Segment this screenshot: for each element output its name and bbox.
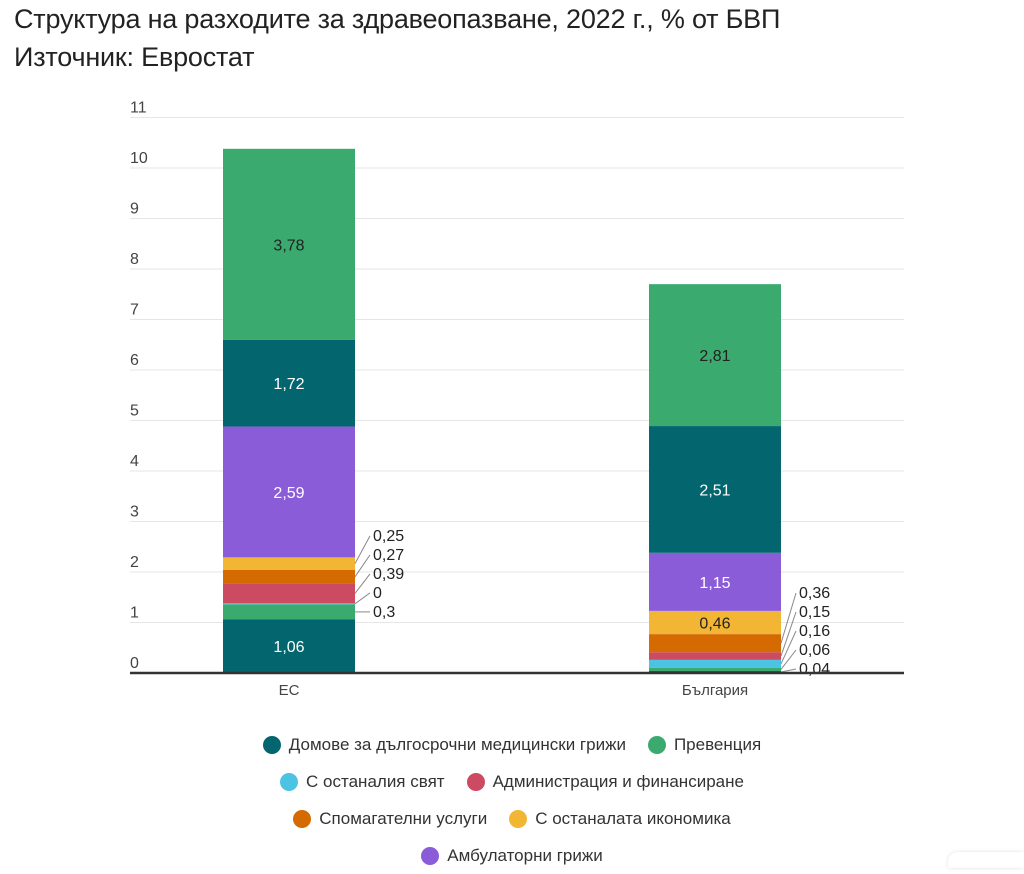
chart-title: Структура на разходите за здравеопазване… xyxy=(14,0,780,76)
legend-row: С останалия свят Администрация и финансир… xyxy=(0,763,1024,800)
data-label: 0,27 xyxy=(373,547,404,564)
stacked-bar-chart: 0 1 2 3 4 5 6 7 8 9 10 11 1,06 2,59 1,72 3,78 0,3 0 0,39 0,… xyxy=(130,100,904,699)
y-tick-label: 5 xyxy=(130,403,139,420)
bar-segment xyxy=(223,619,355,673)
y-tick-label: 11 xyxy=(130,100,147,117)
y-tick-label: 9 xyxy=(130,201,139,218)
legend-dot-icon xyxy=(509,809,528,828)
bar-segment xyxy=(223,583,355,604)
legend-dot-icon xyxy=(466,772,485,791)
y-tick-label: 8 xyxy=(130,251,139,268)
y-tick-label: 2 xyxy=(130,554,139,571)
data-label-leader xyxy=(354,535,371,564)
data-label: 0,15 xyxy=(799,604,830,621)
data-label-leader xyxy=(780,630,797,665)
chart-title-text: Структура на разходите за здравеопазване… xyxy=(14,4,781,34)
bar-segment xyxy=(223,339,355,427)
y-tick-label: 6 xyxy=(130,352,139,369)
bar-segment xyxy=(223,569,355,584)
y-tick-label: 1 xyxy=(130,605,139,622)
data-label-leader xyxy=(780,611,797,657)
chart-legend: Домове за дългосрочни медицински грижи Пр… xyxy=(0,726,1024,874)
legend-label: Администрация и финансиране xyxy=(492,771,744,791)
x-tick-label: България xyxy=(682,682,748,699)
bar-segment xyxy=(649,667,781,671)
legend-dot-icon xyxy=(421,846,440,865)
data-label-leader xyxy=(354,573,371,594)
legend-dot-icon xyxy=(647,735,666,754)
y-tick-label: 10 xyxy=(130,150,148,167)
legend-item[interactable]: С останалия свят xyxy=(280,772,445,792)
bar-segment xyxy=(223,557,355,570)
data-label: 2,51 xyxy=(699,482,730,499)
data-label: 1,72 xyxy=(273,376,304,393)
bar-segment xyxy=(223,148,355,340)
data-label-leader xyxy=(780,592,797,644)
x-tick-label: ЕС xyxy=(279,682,300,699)
data-label: 0,39 xyxy=(373,566,404,583)
bar-segment xyxy=(649,552,781,611)
legend-item[interactable]: Администрация и финансиране xyxy=(466,771,744,792)
data-label: 2,81 xyxy=(699,348,730,365)
chart-subtitle: Източник: Евростат xyxy=(14,42,255,72)
bar-segment xyxy=(223,604,355,620)
legend-label: Превенция xyxy=(673,734,762,754)
data-label: 2,59 xyxy=(273,485,304,502)
legend-item[interactable]: Амбулаторни грижи xyxy=(421,845,603,866)
legend-row: Амбулаторни грижи xyxy=(0,837,1024,874)
bar-segment xyxy=(649,659,781,668)
bar-segment xyxy=(649,284,781,427)
data-label: 1,15 xyxy=(699,575,730,592)
bar-segment xyxy=(649,426,781,553)
data-label-leader xyxy=(354,592,371,605)
data-label-leader xyxy=(354,554,371,578)
data-label: 0,06 xyxy=(799,642,830,659)
legend-row: Спомагателни услуги С останалата икономик… xyxy=(0,800,1024,837)
legend-label: Амбулаторни грижи xyxy=(447,845,603,865)
bar-segment xyxy=(649,652,781,660)
data-label: 3,78 xyxy=(273,237,304,254)
legend-item[interactable]: Домове за дългосрочни медицински грижи xyxy=(262,734,626,755)
legend-item[interactable]: Спомагателни услуги xyxy=(293,809,487,829)
y-tick-label: 7 xyxy=(130,302,139,319)
data-label: 0,3 xyxy=(373,604,395,621)
legend-label: С останалия свят xyxy=(306,771,445,791)
bar-segment xyxy=(223,603,355,605)
legend-label: Домове за дългосрочни медицински грижи xyxy=(288,734,626,754)
data-label: 0,16 xyxy=(799,623,830,640)
legend-dot-icon xyxy=(262,735,281,754)
legend-row: Домове за дългосрочни медицински грижи Пр… xyxy=(0,726,1024,763)
legend-label: Спомагателни услуги xyxy=(319,808,488,828)
data-label-leader xyxy=(780,649,797,670)
corner-widget xyxy=(948,852,1024,868)
data-label: 1,06 xyxy=(273,639,304,656)
data-label: 0,36 xyxy=(799,585,830,602)
data-label: 0,46 xyxy=(699,616,730,633)
legend-label: С останалата икономика xyxy=(535,808,731,828)
bar-segment xyxy=(649,610,781,635)
data-label: 0,25 xyxy=(373,528,404,545)
data-label-leader xyxy=(780,668,797,673)
legend-dot-icon xyxy=(280,772,299,791)
legend-item[interactable]: Превенция xyxy=(647,734,762,755)
y-tick-label: 4 xyxy=(130,453,139,470)
legend-item[interactable]: С останалата икономика xyxy=(509,809,731,829)
legend-dot-icon xyxy=(293,809,312,828)
data-label: 0,04 xyxy=(799,661,830,678)
y-tick-label: 0 xyxy=(130,655,139,672)
y-tick-label: 3 xyxy=(130,504,139,521)
bar-segment xyxy=(649,634,781,653)
bar-segment xyxy=(223,426,355,558)
data-label: 0 xyxy=(373,585,382,602)
